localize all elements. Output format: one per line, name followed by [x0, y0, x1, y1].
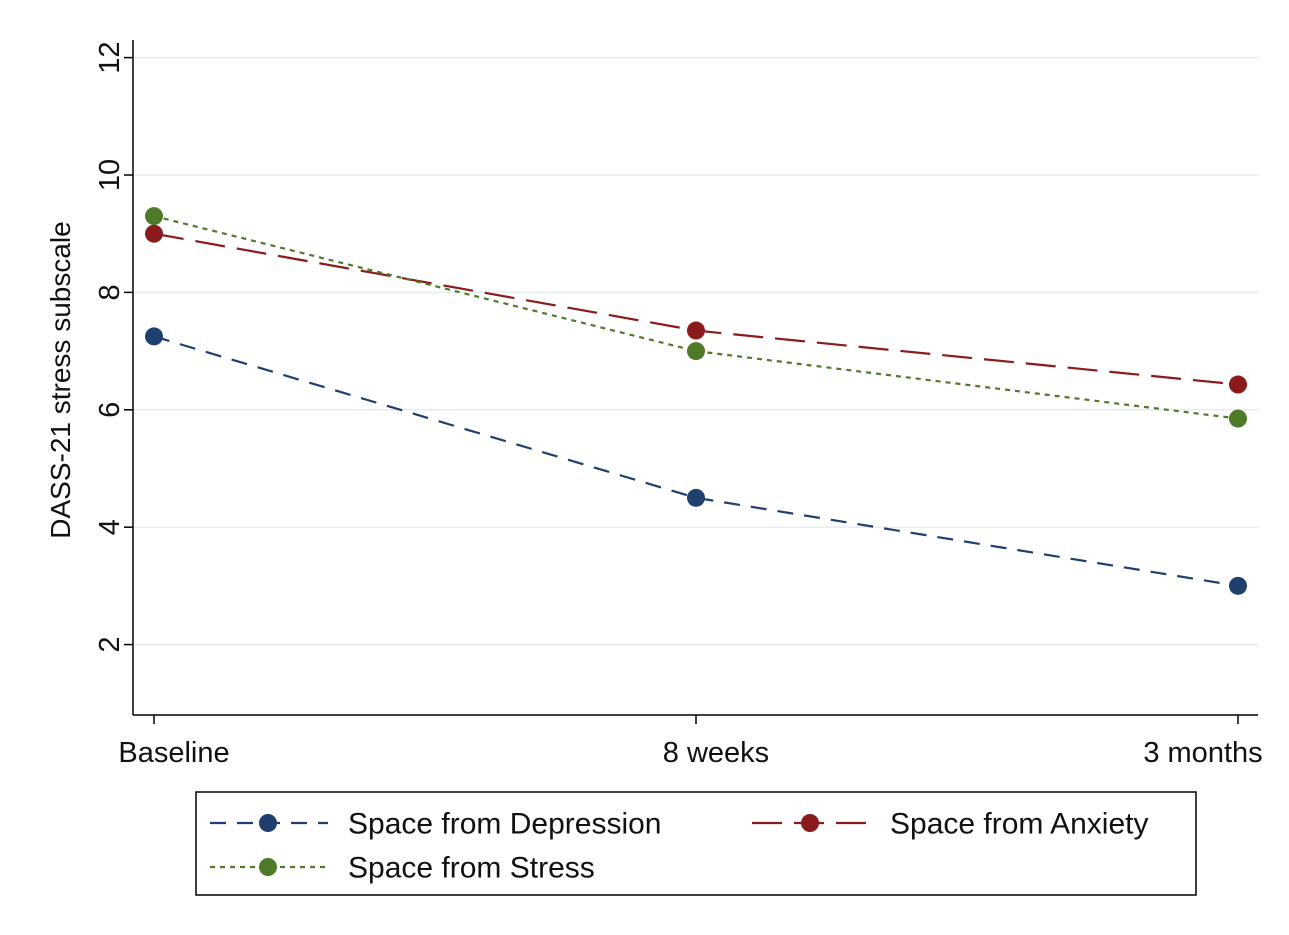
- y-ticks: 2 4 6 8 10 12: [94, 41, 133, 653]
- x-tick-label: Baseline: [118, 737, 229, 769]
- axes: [132, 40, 1258, 716]
- data-point: [1229, 375, 1247, 394]
- legend-label: Space from Anxiety: [890, 808, 1148, 841]
- series-line: [153, 215, 1239, 420]
- legend-key-marker: [801, 814, 819, 832]
- data-point: [1229, 576, 1247, 595]
- series-line: [153, 232, 1239, 386]
- y-tick-label: 2: [94, 636, 126, 652]
- y-tick-label: 12: [94, 41, 126, 73]
- legend-label: Space from Depression: [348, 808, 661, 841]
- legend-key-marker: [259, 814, 277, 832]
- legend: Space from Depression Space from Anxiety S…: [195, 791, 1197, 896]
- data-point: [145, 224, 163, 243]
- data-point: [1229, 409, 1247, 428]
- data-point: [687, 342, 705, 361]
- data-point: [145, 207, 163, 226]
- data-point: [687, 321, 705, 340]
- legend-label: Space from Stress: [348, 852, 595, 885]
- series-2: [145, 224, 1247, 394]
- y-tick-label: 6: [94, 402, 126, 418]
- series-1: [145, 327, 1247, 595]
- series-group: [145, 207, 1247, 595]
- x-tick-label: 3 months: [1143, 737, 1262, 769]
- x-tick-label: 8 weeks: [663, 737, 769, 769]
- series-line: [153, 335, 1239, 587]
- series-3: [145, 207, 1247, 428]
- y-tick-label: 10: [94, 159, 126, 191]
- data-point: [145, 327, 163, 346]
- data-point: [687, 488, 705, 507]
- legend-key-marker: [259, 858, 277, 876]
- legend-box: [195, 791, 1197, 896]
- x-ticks: Baseline 8 weeks 3 months: [118, 715, 1263, 769]
- y-axis-title: DASS-21 stress subscale: [45, 221, 76, 538]
- gridlines: [133, 56, 1258, 646]
- y-tick-label: 4: [94, 519, 126, 535]
- y-tick-label: 8: [94, 284, 126, 300]
